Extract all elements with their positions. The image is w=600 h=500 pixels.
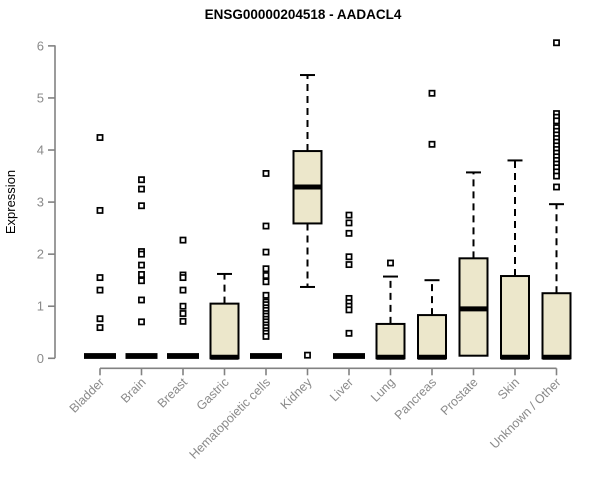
x-tick-label: Breast — [155, 375, 191, 411]
y-tick-label: 1 — [37, 299, 44, 314]
outlier-point — [179, 236, 187, 244]
y-tick-label: 2 — [37, 247, 44, 262]
outlier-point — [262, 170, 270, 177]
outlier-point — [428, 140, 436, 148]
outlier-point — [138, 318, 145, 326]
outlier-point — [262, 248, 270, 256]
outlier-point — [138, 296, 145, 304]
y-tick-label: 3 — [37, 195, 44, 210]
x-tick-label: Unknown / Other — [487, 375, 563, 451]
outlier-point — [179, 317, 187, 325]
outlier-point — [553, 172, 560, 180]
collapsed-box — [84, 353, 116, 359]
plot-area: 0 1 2 3 4 5 6 Bladder Brain Breast GastricHematopo… — [37, 38, 572, 462]
outlier-point — [179, 302, 187, 310]
outlier-point — [96, 286, 104, 294]
outlier-point — [138, 202, 145, 210]
collapsed-box — [167, 353, 199, 359]
outlier-point — [138, 176, 145, 184]
outlier-point — [387, 259, 394, 267]
y-tick-label: 0 — [37, 351, 44, 366]
y-tick-label: 6 — [37, 38, 44, 53]
outlier-point — [262, 278, 270, 286]
outlier-point — [345, 211, 353, 219]
box — [417, 314, 447, 360]
outlier-point — [345, 329, 353, 337]
box — [541, 292, 572, 360]
x-tick-label: Bladder — [67, 375, 107, 415]
outlier-point — [96, 324, 104, 332]
outlier-point — [345, 253, 353, 261]
x-tick-label: Lung — [368, 375, 398, 405]
x-tick-label: Hematopoietic cells — [187, 375, 274, 462]
outlier-point — [138, 185, 145, 193]
outlier-point — [179, 310, 187, 317]
outlier-point — [179, 274, 187, 282]
outlier-point — [96, 315, 104, 323]
outlier-point — [179, 286, 187, 294]
outlier-point — [262, 332, 270, 340]
outlier-point — [262, 222, 270, 230]
x-tick-label: Skin — [495, 375, 522, 402]
outlier-point — [96, 274, 104, 282]
outlier-point — [553, 117, 560, 125]
y-tick-label: 4 — [37, 143, 44, 158]
outlier-point — [262, 265, 270, 273]
outlier-point — [345, 229, 353, 237]
outlier-point — [345, 261, 353, 269]
collapsed-box — [125, 353, 158, 359]
outlier-point — [304, 351, 311, 359]
x-tick-label: Brain — [118, 375, 149, 406]
x-tick-label: Gastric — [194, 375, 232, 413]
x-tick-label: Pancreas — [392, 375, 439, 422]
outlier-point — [345, 219, 353, 227]
y-axis-title: Expression — [3, 170, 18, 234]
outlier-point — [428, 89, 436, 97]
outlier-point — [138, 271, 145, 278]
box — [209, 302, 240, 360]
outlier-point — [96, 206, 104, 214]
x-tick-label: Kidney — [278, 375, 315, 412]
y-tick-label: 5 — [37, 90, 44, 105]
box — [375, 322, 406, 360]
outlier-point — [262, 291, 270, 299]
chart-title: ENSG00000204518 - AADACL4 — [205, 7, 402, 22]
outlier-point — [553, 39, 560, 47]
x-tick-label: Liver — [327, 375, 356, 404]
outlier-point — [138, 261, 145, 269]
outlier-point — [138, 277, 145, 285]
outlier-point — [553, 183, 560, 191]
x-tick-label: Prostate — [438, 375, 481, 418]
outlier-point — [345, 306, 353, 314]
box — [500, 275, 530, 360]
outlier-point — [96, 134, 104, 141]
collapsed-box — [333, 353, 365, 359]
collapsed-box — [250, 353, 282, 359]
outlier-point — [262, 272, 270, 279]
outlier-point — [138, 250, 145, 258]
